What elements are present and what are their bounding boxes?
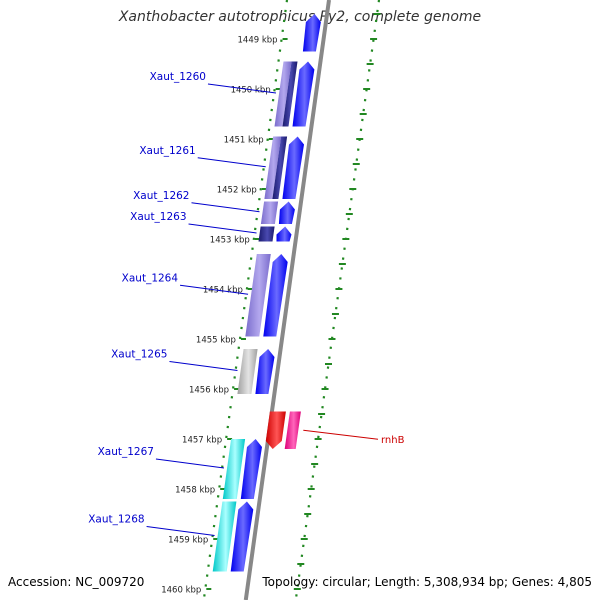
scale-tick-label: 1456 kbp [189, 386, 229, 396]
cds-arrow [292, 61, 315, 127]
gene-feature [258, 226, 275, 242]
gene-label-leader [146, 526, 215, 536]
gene-label: Xaut_1267 [98, 446, 154, 458]
inner-guide-ring [202, 0, 289, 600]
topology-text: Topology: circular; Length: 5,308,934 bp… [262, 575, 592, 589]
gene-feature [222, 439, 246, 499]
gene-feature [282, 61, 298, 127]
gene-label: Xaut_1261 [139, 145, 195, 157]
cds-arrow [276, 226, 292, 242]
gene-label-leader [207, 83, 277, 94]
gene-label-leader [155, 458, 225, 469]
gene-label: Xaut_1263 [130, 211, 186, 223]
genome-backbone [243, 0, 331, 600]
gene-feature [237, 349, 258, 394]
scale-tick-label: 1457 kbp [182, 436, 222, 446]
accession-text: Accession: NC_009720 [8, 575, 145, 589]
cds-arrow [255, 349, 275, 394]
cds-arrow [282, 136, 304, 199]
scale-tick-label: 1453 kbp [210, 236, 250, 246]
scale-tick-label: 1460 kbp [161, 586, 201, 596]
gene-feature [264, 136, 282, 199]
gene-feature [260, 201, 279, 224]
gene-label-leader [179, 284, 249, 295]
map-title: Xanthobacter autotrophicus Py2, complete… [118, 9, 482, 25]
rna-arrow [265, 411, 286, 449]
cds-arrow [240, 439, 262, 499]
cds-arrow [278, 201, 295, 224]
gene-label-leader [191, 202, 260, 213]
cds-arrow [263, 254, 288, 337]
scale-tick-label: 1455 kbp [196, 336, 236, 346]
gene-label-leader [188, 223, 257, 234]
gene-label-leader [197, 157, 266, 168]
gene-label-leader [303, 429, 379, 440]
scale-tick-label: 1458 kbp [175, 486, 215, 496]
outer-guide-ring [294, 0, 381, 600]
gene-label: rnhB [381, 435, 405, 446]
scale-tick-label: 1451 kbp [224, 136, 264, 146]
gene-label-leader [169, 361, 238, 371]
cds-arrow [302, 14, 321, 52]
gene-feature [274, 61, 292, 127]
gene-label: Xaut_1268 [88, 514, 144, 526]
gene-label: Xaut_1260 [150, 71, 206, 83]
scale-tick-label: 1452 kbp [217, 186, 257, 196]
cds-arrow [230, 501, 254, 572]
gene-label: Xaut_1265 [111, 349, 167, 361]
gene-feature [272, 136, 288, 199]
gene-label: Xaut_1264 [122, 272, 179, 284]
gene-label: Xaut_1262 [133, 190, 189, 202]
gene-feature [212, 501, 237, 572]
scale-tick-label: 1449 kbp [238, 36, 278, 46]
scale-tick-label: 1459 kbp [168, 536, 208, 546]
scale-tick-label: 1450 kbp [231, 86, 271, 96]
gene-feature [245, 254, 271, 337]
gene-feature [284, 411, 301, 449]
